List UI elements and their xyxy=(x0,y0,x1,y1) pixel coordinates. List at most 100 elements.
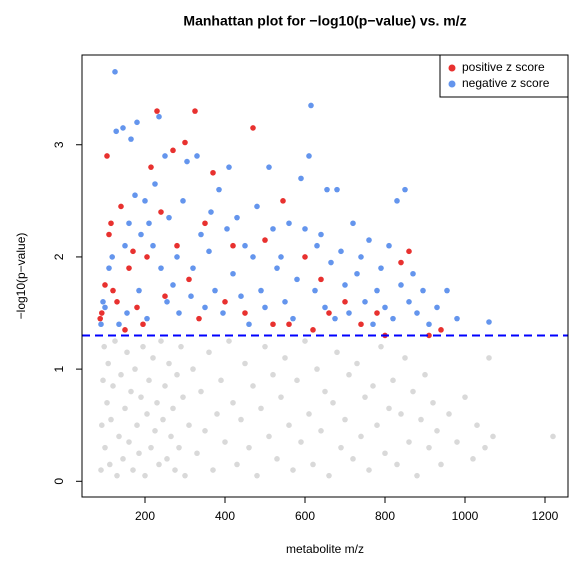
point xyxy=(326,472,332,479)
point xyxy=(262,343,268,350)
point xyxy=(166,214,172,221)
point xyxy=(286,321,292,328)
point xyxy=(366,237,372,243)
point xyxy=(390,377,396,384)
point xyxy=(172,467,178,473)
point xyxy=(358,321,364,328)
point xyxy=(126,265,132,271)
point xyxy=(124,349,130,356)
point xyxy=(99,422,105,429)
point xyxy=(152,181,158,187)
point xyxy=(438,327,444,333)
point xyxy=(109,254,115,260)
point xyxy=(136,450,142,457)
point xyxy=(188,293,194,299)
point xyxy=(126,220,132,227)
point xyxy=(208,209,214,215)
point xyxy=(144,254,150,260)
point xyxy=(410,270,416,277)
point xyxy=(176,444,182,451)
point xyxy=(138,394,144,400)
point xyxy=(290,315,296,322)
point xyxy=(156,461,162,468)
point xyxy=(186,276,192,283)
point xyxy=(282,299,288,305)
point xyxy=(482,444,488,451)
point xyxy=(118,371,124,378)
point xyxy=(278,254,284,260)
point xyxy=(170,147,176,154)
point xyxy=(258,287,264,294)
point xyxy=(426,332,432,339)
point xyxy=(128,388,134,395)
point xyxy=(144,315,150,322)
point xyxy=(182,472,188,479)
point xyxy=(306,411,312,417)
point xyxy=(358,433,364,440)
point xyxy=(174,371,180,378)
point xyxy=(270,321,276,328)
point xyxy=(202,220,208,227)
point xyxy=(106,265,112,271)
point xyxy=(132,366,138,372)
point xyxy=(350,456,356,462)
y-tick-label: 0 xyxy=(52,478,66,485)
point xyxy=(338,444,344,451)
point xyxy=(422,371,428,378)
point xyxy=(342,282,348,288)
point xyxy=(280,198,286,204)
point xyxy=(190,265,196,271)
x-tick-label: 200 xyxy=(135,509,155,523)
point xyxy=(120,125,126,131)
point xyxy=(230,399,236,406)
point xyxy=(206,349,212,356)
point xyxy=(158,338,164,344)
point xyxy=(446,411,452,417)
point xyxy=(250,383,256,389)
point xyxy=(382,450,388,457)
point xyxy=(322,304,328,311)
point xyxy=(550,433,556,440)
point xyxy=(470,456,476,462)
point xyxy=(168,433,174,440)
point xyxy=(314,242,320,249)
point xyxy=(324,186,330,193)
point xyxy=(418,416,424,423)
point xyxy=(270,371,276,378)
point xyxy=(358,254,364,260)
y-tick-label: 1 xyxy=(52,365,66,372)
point xyxy=(98,321,104,328)
point xyxy=(101,343,107,350)
point xyxy=(134,119,140,126)
point xyxy=(394,461,400,468)
point xyxy=(362,394,368,400)
point xyxy=(138,231,144,238)
point xyxy=(294,377,300,384)
point xyxy=(198,231,204,238)
point xyxy=(99,310,105,316)
point xyxy=(212,287,218,294)
point xyxy=(192,108,198,114)
point xyxy=(246,321,252,328)
point xyxy=(242,360,248,367)
point xyxy=(102,444,108,451)
point xyxy=(158,265,164,271)
point xyxy=(110,383,116,389)
point xyxy=(114,472,120,479)
point xyxy=(250,125,256,131)
point xyxy=(118,203,124,210)
point xyxy=(128,136,134,142)
point xyxy=(490,433,496,440)
point xyxy=(104,153,110,159)
point xyxy=(266,433,272,440)
point xyxy=(110,287,116,294)
legend-box xyxy=(439,54,569,98)
point xyxy=(310,461,316,468)
legend-marker xyxy=(448,64,456,72)
point xyxy=(312,287,318,294)
point xyxy=(146,220,152,227)
point xyxy=(107,461,113,468)
point xyxy=(318,428,324,434)
point xyxy=(162,153,168,159)
